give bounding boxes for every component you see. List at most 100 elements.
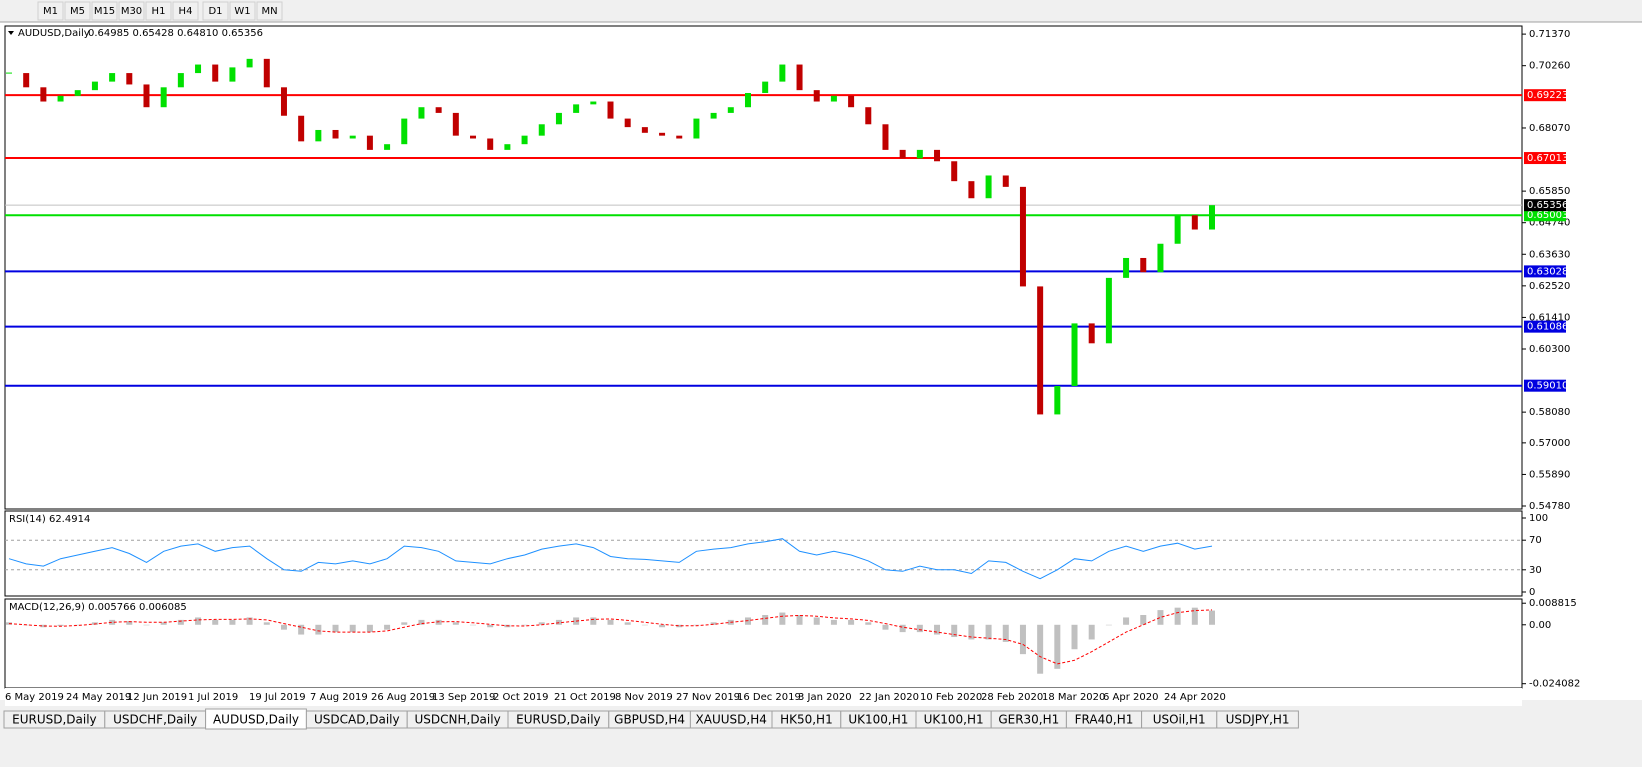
macd-bar: [349, 624, 356, 633]
candle: [177, 73, 184, 88]
tab-label[interactable]: XAUUSD,H4: [696, 713, 767, 727]
timeframe-button[interactable]: [229, 1, 256, 21]
timeframe-label[interactable]: W1: [234, 6, 250, 17]
tab-label[interactable]: USDCNH,Daily: [414, 713, 500, 727]
last-price-label: 0.65356: [1527, 200, 1568, 211]
signal-line: [8, 609, 1213, 665]
y-tick-label: 0.68070: [1529, 123, 1570, 134]
y-tick-label: 0.54780: [1529, 501, 1570, 512]
timeframe-label[interactable]: H1: [152, 6, 166, 17]
timeframe-button[interactable]: [37, 1, 64, 21]
tab-label[interactable]: HK50,H1: [780, 713, 833, 727]
candle: [1054, 385, 1061, 415]
candle: [521, 135, 528, 145]
timeframe-button[interactable]: [202, 1, 229, 21]
candle: [246, 58, 253, 68]
price-panel: [4, 25, 1523, 510]
tab-label[interactable]: USDCAD,Daily: [314, 713, 400, 727]
timeframe-button[interactable]: [172, 1, 199, 21]
candle: [332, 129, 339, 139]
macd-bar: [1105, 624, 1112, 626]
timeframe-button[interactable]: [118, 1, 145, 21]
macd-bar: [401, 622, 408, 625]
tab-label[interactable]: AUDUSD,Daily: [213, 713, 299, 727]
macd-bar: [899, 624, 906, 633]
y-tick-label: 0: [1529, 587, 1535, 598]
macd-panel: [4, 598, 1523, 689]
macd-bar: [109, 619, 116, 625]
macd-bar: [1157, 610, 1164, 625]
timeframe-label[interactable]: M15: [94, 6, 115, 17]
macd-bar: [744, 617, 751, 625]
macd-bar: [693, 624, 700, 626]
timeframe-button[interactable]: [64, 1, 91, 21]
candle: [280, 87, 287, 116]
macd-bar: [641, 624, 648, 626]
macd-bar: [676, 624, 683, 628]
timeframe-label[interactable]: MN: [261, 6, 277, 17]
macd-bar: [212, 619, 219, 625]
tab-label[interactable]: EURUSD,Daily: [12, 713, 97, 727]
macd-bar: [143, 624, 150, 626]
tab-label[interactable]: UK100,H1: [848, 713, 908, 727]
timeframe-label[interactable]: H4: [179, 6, 193, 17]
tab-label[interactable]: GER30,H1: [998, 713, 1059, 727]
candle: [624, 118, 631, 128]
macd-bar: [1123, 617, 1130, 625]
candle: [573, 104, 580, 113]
candle: [607, 101, 614, 119]
y-tick-label: 70: [1529, 535, 1542, 546]
tab-label[interactable]: EURUSD,Daily: [516, 713, 601, 727]
x-tick-label: 24 May 2019: [66, 692, 131, 703]
y-tick-label: 100: [1529, 513, 1548, 524]
tab-label[interactable]: UK100,H1: [924, 713, 984, 727]
candle: [298, 115, 305, 142]
macd-bar: [246, 617, 253, 625]
tab-label[interactable]: FRA40,H1: [1075, 713, 1134, 727]
timeframe-label[interactable]: D1: [208, 6, 222, 17]
y-tick-label: 0.70260: [1529, 61, 1570, 72]
candle: [315, 129, 322, 142]
candle: [1105, 277, 1112, 344]
y-tick-label: 0.008815: [1529, 598, 1577, 609]
candle: [796, 64, 803, 91]
macd-bar: [6, 622, 12, 625]
level-label-box: [1524, 89, 1566, 102]
rsi-panel: [4, 510, 1523, 597]
timeframe-label[interactable]: M30: [121, 6, 142, 17]
candle: [126, 73, 133, 85]
candle: [968, 181, 975, 199]
candle: [1071, 323, 1078, 386]
candle: [779, 64, 786, 82]
tab-label[interactable]: USDCHF,Daily: [113, 713, 197, 727]
macd-bar: [1174, 607, 1181, 625]
y-tick-label: 0.00: [1529, 620, 1551, 631]
candle: [916, 149, 923, 159]
macd-bar: [1019, 624, 1026, 655]
tab-label[interactable]: USDJPY,H1: [1226, 713, 1290, 727]
timeframe-label[interactable]: M5: [70, 6, 85, 17]
candle: [1191, 215, 1198, 230]
candle: [641, 127, 648, 133]
macd-bar: [435, 619, 442, 625]
macd-bar: [263, 622, 270, 625]
candle: [882, 124, 889, 150]
timeframe-label[interactable]: M1: [43, 6, 58, 17]
x-tick-label: 1 Jul 2019: [188, 692, 238, 703]
macd-bar: [710, 622, 717, 625]
x-tick-label: 16 Dec 2019: [737, 692, 801, 703]
tab[interactable]: [1216, 710, 1299, 729]
candle: [762, 81, 769, 93]
x-tick-label: 6 Apr 2020: [1103, 692, 1158, 703]
timeframe-button[interactable]: [91, 1, 118, 21]
macd-bar: [487, 624, 494, 628]
x-tick-label: 28 Feb 2020: [981, 692, 1043, 703]
macd-bar: [830, 619, 837, 625]
timeframe-button[interactable]: [145, 1, 172, 21]
timeframe-button[interactable]: [256, 1, 283, 21]
candle: [934, 149, 941, 162]
tab-label[interactable]: GBPUSD,H4: [614, 713, 685, 727]
tab-label[interactable]: USOil,H1: [1153, 713, 1206, 727]
candle: [195, 64, 202, 74]
level-label: 0.63028: [1527, 266, 1568, 277]
